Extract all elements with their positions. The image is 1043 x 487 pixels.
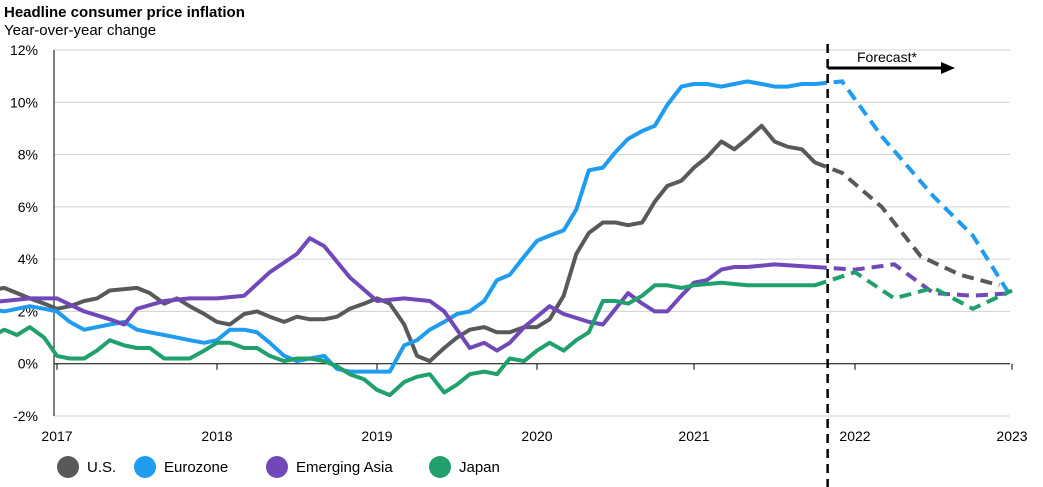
series-emerging-asia-actual bbox=[0, 236, 817, 353]
series-japan-forecast bbox=[814, 269, 1013, 312]
series-emerging-asia-forecast bbox=[814, 262, 1013, 298]
legend-marker-u-s- bbox=[57, 456, 79, 478]
series-eurozone-actual bbox=[0, 79, 817, 374]
y-tick-label: 4% bbox=[18, 251, 38, 267]
y-tick-label: -2% bbox=[13, 408, 38, 424]
x-tick-label: 2022 bbox=[839, 428, 870, 444]
y-tick-label: 12% bbox=[10, 42, 38, 58]
forecast-label: Forecast* bbox=[857, 49, 917, 65]
x-tick-label: 2023 bbox=[996, 428, 1027, 444]
series-u-s--forecast bbox=[814, 160, 1000, 288]
legend: U.S. Eurozone Emerging Asia Japan bbox=[57, 456, 500, 478]
legend-marker-eurozone bbox=[134, 456, 156, 478]
x-tick-label: 2019 bbox=[361, 428, 392, 444]
y-tick-label: 0% bbox=[18, 356, 38, 372]
x-tick-label: 2018 bbox=[201, 428, 232, 444]
chart-subtitle: Year-over-year change bbox=[4, 22, 157, 39]
y-tick-label: 6% bbox=[18, 199, 38, 215]
forecast-arrow-head bbox=[941, 62, 955, 74]
legend-label-emerging-asia: Emerging Asia bbox=[296, 459, 393, 476]
x-tick-label: 2017 bbox=[41, 428, 72, 444]
series-u-s--actual bbox=[0, 123, 817, 364]
legend-label-u-s-: U.S. bbox=[87, 459, 116, 476]
series-eurozone-forecast bbox=[814, 79, 1014, 300]
legend-label-eurozone: Eurozone bbox=[164, 459, 228, 476]
series-lines bbox=[0, 79, 1014, 398]
gridlines bbox=[54, 49, 1010, 417]
y-tick-label: 8% bbox=[18, 147, 38, 163]
legend-label-japan: Japan bbox=[459, 459, 500, 476]
x-tick-label: 2020 bbox=[521, 428, 552, 444]
x-tick-label: 2021 bbox=[678, 428, 709, 444]
legend-marker-japan bbox=[429, 456, 451, 478]
legend-marker-emerging-asia bbox=[266, 456, 288, 478]
forecast-marker: Forecast* bbox=[826, 44, 955, 487]
chart-title: Headline consumer price inflation bbox=[4, 4, 245, 21]
series-japan-actual bbox=[0, 280, 817, 398]
y-tick-label: 10% bbox=[10, 94, 38, 110]
